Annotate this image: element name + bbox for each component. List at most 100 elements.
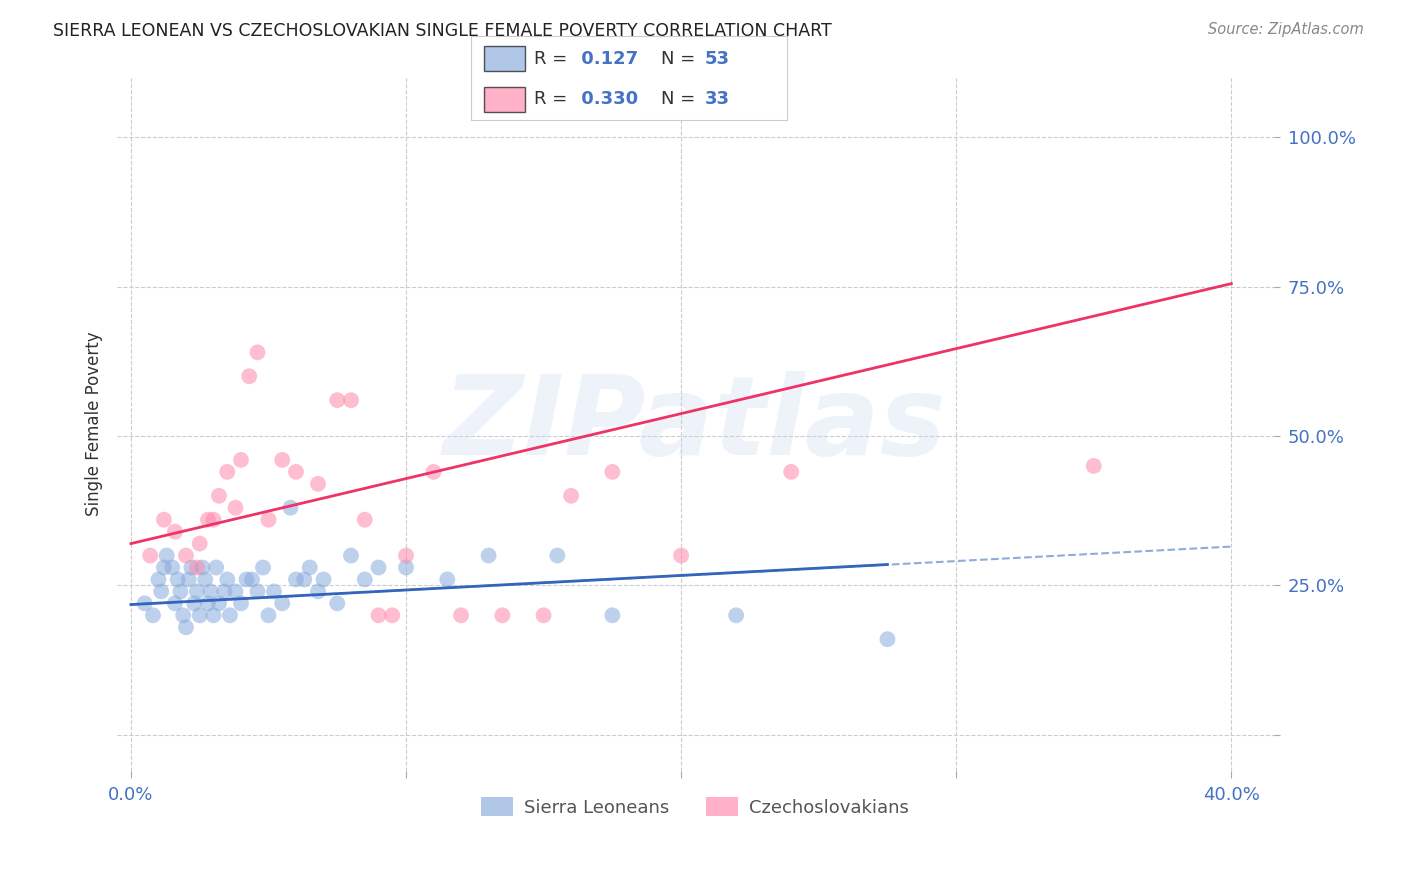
Point <box>186 584 208 599</box>
Point <box>298 560 321 574</box>
Text: 53: 53 <box>706 50 730 68</box>
Point <box>257 513 280 527</box>
Text: ZIPatlas: ZIPatlas <box>443 370 946 477</box>
Point <box>353 513 375 527</box>
Point <box>217 465 239 479</box>
Y-axis label: Single Female Poverty: Single Female Poverty <box>86 332 103 516</box>
Point <box>491 608 513 623</box>
Point <box>197 596 219 610</box>
Point <box>285 465 308 479</box>
Point <box>257 608 280 623</box>
Point <box>436 573 458 587</box>
Point <box>163 596 186 610</box>
Point <box>142 608 165 623</box>
Point <box>326 596 349 610</box>
Point <box>166 573 188 587</box>
Point <box>186 560 208 574</box>
Point <box>780 465 803 479</box>
Point <box>188 536 211 550</box>
Point <box>177 573 200 587</box>
Point <box>422 465 444 479</box>
Point <box>477 549 499 563</box>
Text: Source: ZipAtlas.com: Source: ZipAtlas.com <box>1208 22 1364 37</box>
Point <box>229 596 252 610</box>
Point <box>340 393 363 408</box>
Point <box>353 573 375 587</box>
Point <box>340 549 363 563</box>
Text: 33: 33 <box>706 90 730 108</box>
Point <box>156 549 179 563</box>
Text: N =: N = <box>661 90 700 108</box>
Point <box>381 608 404 623</box>
Point <box>285 573 308 587</box>
Point <box>246 584 269 599</box>
Point <box>200 584 222 599</box>
Point <box>160 560 183 574</box>
Point <box>367 608 389 623</box>
Text: R =: R = <box>534 90 574 108</box>
Point <box>153 513 176 527</box>
Point <box>546 549 568 563</box>
Point <box>395 560 418 574</box>
Point <box>280 500 302 515</box>
Point <box>246 345 269 359</box>
Point <box>1083 458 1105 473</box>
Point <box>169 584 191 599</box>
Point <box>271 453 294 467</box>
Point <box>205 560 228 574</box>
Point <box>224 584 246 599</box>
Point <box>229 453 252 467</box>
Point <box>271 596 294 610</box>
Point <box>191 560 214 574</box>
Point <box>197 513 219 527</box>
Point <box>263 584 285 599</box>
Point <box>202 608 225 623</box>
Point <box>214 584 236 599</box>
Point <box>725 608 748 623</box>
Point <box>194 573 217 587</box>
Point <box>219 608 242 623</box>
Point <box>602 465 624 479</box>
Point <box>183 596 205 610</box>
Point <box>139 549 162 563</box>
Legend: Sierra Leoneans, Czechoslovakians: Sierra Leoneans, Czechoslovakians <box>474 790 917 824</box>
Point <box>367 560 389 574</box>
Point <box>217 573 239 587</box>
Point <box>153 560 176 574</box>
Text: R =: R = <box>534 50 574 68</box>
Point <box>174 549 197 563</box>
Point <box>224 500 246 515</box>
Point <box>208 489 231 503</box>
Point <box>188 608 211 623</box>
Point <box>252 560 274 574</box>
Point <box>602 608 624 623</box>
Text: 0.127: 0.127 <box>575 50 638 68</box>
Text: SIERRA LEONEAN VS CZECHOSLOVAKIAN SINGLE FEMALE POVERTY CORRELATION CHART: SIERRA LEONEAN VS CZECHOSLOVAKIAN SINGLE… <box>53 22 832 40</box>
Point <box>533 608 555 623</box>
Point <box>307 584 329 599</box>
Point <box>202 513 225 527</box>
Point <box>174 620 197 634</box>
Point <box>148 573 170 587</box>
Point <box>240 573 263 587</box>
Point <box>172 608 194 623</box>
Point <box>292 573 315 587</box>
Point <box>312 573 335 587</box>
Point <box>307 476 329 491</box>
Point <box>395 549 418 563</box>
Text: 0.330: 0.330 <box>575 90 638 108</box>
Point <box>150 584 173 599</box>
Point <box>238 369 260 384</box>
Point <box>876 632 898 647</box>
FancyBboxPatch shape <box>484 87 524 112</box>
Point <box>163 524 186 539</box>
Point <box>235 573 257 587</box>
Point <box>134 596 156 610</box>
Point <box>208 596 231 610</box>
Point <box>180 560 202 574</box>
FancyBboxPatch shape <box>484 45 524 71</box>
Point <box>669 549 692 563</box>
Text: N =: N = <box>661 50 700 68</box>
Point <box>450 608 472 623</box>
Point <box>560 489 582 503</box>
